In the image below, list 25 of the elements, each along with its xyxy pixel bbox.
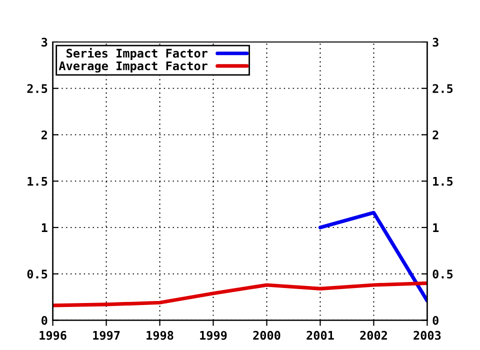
- x-tick-label: 1999: [200, 330, 227, 340]
- y2-tick-label: 1: [433, 223, 439, 232]
- y2-tick-label: 3: [432, 38, 438, 47]
- y-tick-label: 3: [42, 38, 48, 47]
- y-tick-label: 1.5: [28, 177, 48, 186]
- x-tick-label: 2000: [253, 330, 280, 340]
- y-tick-label: 0: [42, 316, 48, 325]
- y-tick-label: 1: [42, 223, 48, 232]
- legend-label: Average Impact Factor: [58, 62, 208, 73]
- y-tick-label: 2.5: [27, 84, 48, 94]
- y-tick-label: 0.5: [27, 270, 48, 279]
- x-tick-label: 1996: [40, 330, 66, 340]
- y2-tick-label: 2.5: [432, 84, 453, 94]
- x-tick-label: 1997: [93, 330, 120, 340]
- y-tick-label: 2: [41, 130, 47, 140]
- legend-label: Series Impact Factor: [66, 48, 208, 60]
- line-series: [52, 281, 428, 308]
- x-tick-label: 2001: [306, 330, 334, 340]
- x-tick-label: 2002: [360, 330, 387, 340]
- y2-tick-label: 2: [432, 130, 438, 140]
- x-tick-label: 1998: [146, 330, 174, 340]
- y2-tick-label: 0.5: [432, 270, 453, 279]
- x-tick-label: 2003: [414, 330, 441, 340]
- y2-tick-label: 1.5: [433, 177, 453, 186]
- y2-tick-label: 0: [432, 316, 438, 325]
